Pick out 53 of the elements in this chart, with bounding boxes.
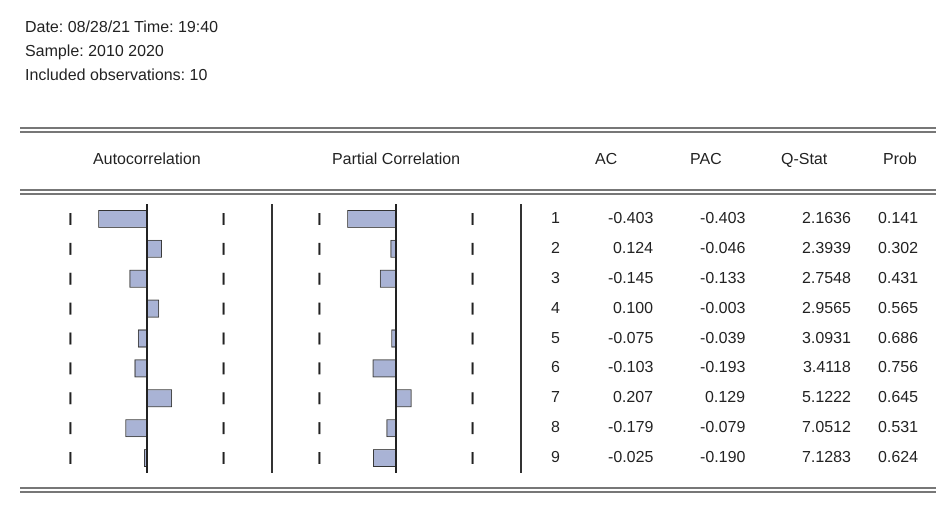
- text: 7.0512: [802, 418, 851, 438]
- y-tick-label: 9: [551, 448, 560, 468]
- text: 0.431: [878, 268, 918, 289]
- data-label: -0.003: [700, 298, 746, 319]
- data-label: -0.179: [608, 418, 654, 438]
- text: 2.1636: [802, 208, 851, 229]
- data-label: -0.075: [608, 328, 654, 348]
- text: 0.645: [878, 388, 918, 408]
- y-tick-label: 1: [551, 208, 560, 229]
- text: PAC: [690, 150, 722, 170]
- y-tick-label: 7: [551, 388, 560, 408]
- text: 0.756: [878, 358, 918, 378]
- y-tick-label: 8: [551, 418, 560, 438]
- data-label: -0.133: [700, 268, 746, 289]
- text: 0.141: [878, 208, 918, 229]
- data-label: -0.079: [700, 418, 746, 438]
- text: 0.531: [878, 418, 918, 438]
- text: 0.624: [878, 448, 918, 468]
- text: Prob: [883, 150, 917, 170]
- y-tick-label: 2: [551, 238, 560, 259]
- y-tick-label: 4: [551, 298, 560, 319]
- chart-title: Partial Correlation: [332, 150, 460, 170]
- y-tick-label: 5: [551, 328, 560, 348]
- data-label: -0.046: [700, 238, 746, 259]
- data-label: -0.190: [700, 448, 746, 468]
- text: 2.3939: [802, 238, 851, 259]
- text: 5.1222: [802, 388, 851, 408]
- text: 3.0931: [802, 328, 851, 348]
- chart-title: Autocorrelation: [93, 150, 201, 170]
- data-label: 0.124: [613, 238, 654, 259]
- text: Q-Stat: [781, 150, 828, 170]
- data-label: 0.100: [613, 298, 654, 319]
- text: 2.7548: [802, 268, 851, 289]
- text: Sample: 2010 2020 Included observations: 10: [25, 42, 208, 86]
- text: Date: 08/28/21 Time: 19:40: [25, 18, 218, 38]
- data-label: -0.103: [608, 358, 654, 378]
- text: 7.1283: [802, 448, 851, 468]
- text: AC: [595, 150, 618, 170]
- text: 0.302: [878, 238, 918, 259]
- data-label: 0.207: [613, 388, 654, 408]
- data-label: -0.039: [700, 328, 746, 348]
- data-label: -0.145: [608, 268, 654, 289]
- text: 0.565: [878, 298, 918, 319]
- data-label: -0.403: [608, 208, 654, 229]
- y-tick-label: 6: [551, 358, 560, 378]
- data-label: -0.025: [608, 448, 654, 468]
- data-label: 0.129: [705, 388, 746, 408]
- text: 2.9565: [802, 298, 851, 319]
- text: 3.4118: [803, 358, 851, 378]
- data-label: -0.193: [700, 358, 746, 378]
- text: 0.686: [878, 328, 918, 348]
- data-label: -0.403: [700, 208, 746, 229]
- y-tick-label: 3: [551, 268, 560, 289]
